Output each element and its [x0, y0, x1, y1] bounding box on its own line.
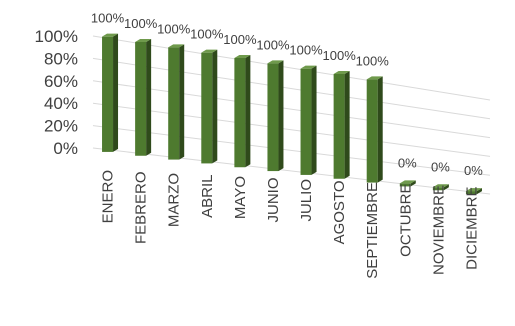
bar-front-face — [300, 68, 312, 175]
bar-side-face — [146, 39, 152, 156]
bar-top-face — [102, 33, 119, 37]
bar-side-face — [311, 65, 317, 175]
data-labels: 100% 100% 100% 100% 100% 100% 100% 100% 100%0% 0%… — [91, 11, 483, 178]
bar-front-face — [168, 47, 180, 160]
bar-top-face — [234, 55, 251, 58]
bar-front-face — [333, 74, 345, 179]
y-tick-label: 80% — [44, 49, 78, 68]
x-tick-label: AGOSTO — [331, 181, 348, 245]
gridline — [92, 80, 491, 139]
x-tick-label: MAYO — [232, 176, 249, 219]
bars — [102, 33, 482, 195]
bar-top-face — [135, 39, 152, 42]
x-axis-tick-labels: ENERO FEBRERO MARZO ABRIL MAYO JUNIO JULIO AGOS… — [100, 170, 481, 279]
bar — [333, 71, 350, 179]
gridline — [92, 147, 491, 195]
x-tick-label: DICIEMBRE — [463, 187, 480, 270]
bar-front-face — [201, 52, 213, 164]
bar-top-face — [366, 76, 383, 80]
data-label: 0% — [464, 163, 483, 178]
bar — [300, 65, 317, 175]
bar-top-face — [300, 65, 317, 69]
y-tick-label: 100% — [35, 27, 78, 46]
bar-top-face — [201, 49, 218, 53]
x-tick-label: NOVIEMBRE — [430, 185, 447, 275]
x-tick-label: FEBRERO — [133, 172, 150, 245]
x-tick-label: SEPTIEMBRE — [364, 182, 381, 279]
bar-side-face — [179, 44, 185, 160]
data-label: 0% — [398, 155, 417, 170]
gridline — [92, 57, 491, 120]
data-label: 100% — [289, 43, 323, 58]
bar — [201, 49, 218, 164]
bar-front-face — [267, 63, 279, 172]
data-label: 0% — [431, 159, 450, 174]
bar — [267, 60, 284, 172]
y-tick-label: 40% — [44, 94, 78, 113]
bar-front-face — [465, 191, 477, 195]
bar — [135, 39, 152, 156]
y-axis-tick-labels: 0% 20% 40% 60% 80% 100% — [35, 27, 78, 158]
y-tick-label: 0% — [53, 139, 78, 158]
bar-top-face — [432, 184, 449, 188]
gridline — [92, 102, 491, 157]
bar-side-face — [212, 49, 218, 164]
data-label: 100% — [124, 16, 158, 31]
bar-top-face — [168, 44, 185, 48]
bar-top-face — [333, 71, 350, 74]
y-tick-label: 60% — [44, 72, 78, 91]
x-tick-label: JULIO — [298, 179, 315, 222]
x-tick-label: ABRIL — [199, 175, 216, 218]
gridline — [92, 125, 491, 176]
bar-front-face — [102, 36, 114, 152]
bar — [399, 180, 416, 187]
bar-top-face — [399, 180, 416, 184]
bar-side-face — [410, 180, 416, 187]
bar — [366, 76, 383, 183]
x-tick-label: MARZO — [166, 173, 183, 227]
bar-side-face — [245, 55, 251, 168]
data-label: 100% — [356, 53, 390, 68]
gridlines — [92, 35, 491, 195]
data-label: 100% — [91, 11, 125, 26]
bar-top-face — [465, 188, 482, 192]
gridline — [92, 35, 491, 101]
bar — [102, 33, 119, 152]
bar — [465, 188, 482, 195]
bar-side-face — [113, 33, 119, 152]
x-tick-label: OCTUBRE — [397, 184, 414, 257]
bar-front-face — [399, 183, 411, 187]
y-tick-label: 20% — [44, 117, 78, 136]
bar-front-face — [366, 79, 378, 183]
data-label: 100% — [323, 48, 357, 63]
bar-front-face — [135, 42, 147, 156]
bar-side-face — [476, 188, 482, 195]
bar — [168, 44, 185, 160]
bar-top-face — [267, 60, 284, 64]
bar-side-face — [278, 60, 284, 172]
x-tick-label: JUNIO — [265, 178, 282, 223]
bar-side-face — [377, 76, 383, 183]
data-label: 100% — [190, 27, 224, 42]
bar-side-face — [443, 184, 449, 191]
bar-side-face — [344, 71, 350, 179]
data-label: 100% — [223, 32, 257, 47]
bar-front-face — [234, 58, 246, 168]
x-tick-label: ENERO — [100, 170, 117, 223]
bar — [432, 184, 449, 191]
data-label: 100% — [157, 21, 191, 36]
bar — [234, 55, 251, 168]
data-label: 100% — [256, 37, 290, 52]
bar-front-face — [432, 187, 444, 191]
